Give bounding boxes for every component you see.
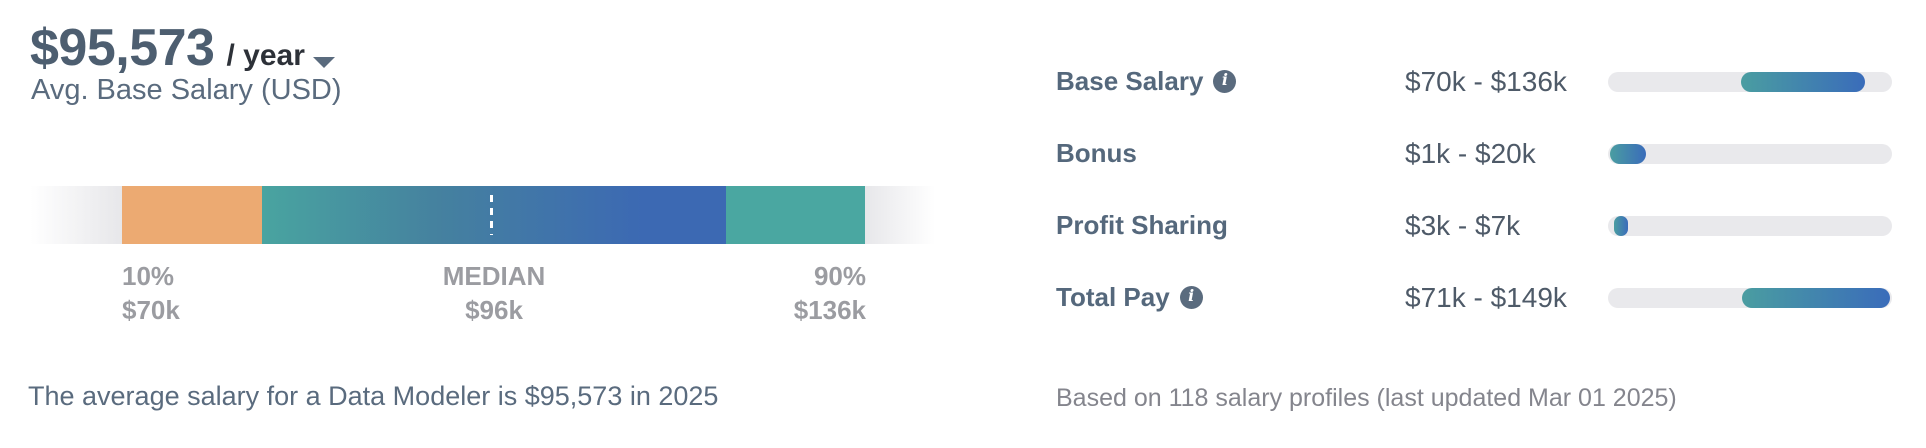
comp-label: Profit Sharing <box>1056 210 1228 240</box>
comp-range-track <box>1608 72 1892 92</box>
comp-range: $71k - $149k <box>1405 282 1567 313</box>
info-icon[interactable]: i <box>1213 69 1237 93</box>
distribution-10th-percentile-segment <box>122 186 262 244</box>
comp-row-bonus: Bonus $1k - $20k <box>1056 134 1896 174</box>
median-percent-label: MEDIAN <box>442 261 546 291</box>
comp-label-text: Base Salary <box>1056 66 1204 96</box>
chevron-down-icon[interactable] <box>313 57 335 68</box>
comp-row-total-pay: Total Pay i $71k - $149k <box>1056 278 1896 318</box>
p10-percent-label: 10% <box>122 261 175 291</box>
average-salary-summary: The average salary for a Data Modeler is… <box>28 381 719 411</box>
comp-row-base-salary: Base Salary i $70k - $136k <box>1056 62 1896 102</box>
distribution-interquartile-segment <box>262 186 726 244</box>
distribution-90th-percentile-segment <box>726 186 865 244</box>
median-marker-line <box>490 195 493 235</box>
salary-distribution-bar <box>30 186 935 244</box>
p90-percent-label: 90% <box>813 261 866 291</box>
p10-value-label: $70k <box>122 295 180 325</box>
average-salary-subtitle: Avg. Base Salary (USD) <box>31 74 342 106</box>
comp-label: Total Pay i <box>1056 282 1203 312</box>
comp-label-text: Bonus <box>1056 138 1137 168</box>
comp-range-fill <box>1740 72 1866 92</box>
comp-range-fill <box>1613 216 1628 236</box>
distribution-fade-in-segment <box>30 186 122 244</box>
comp-label-text: Profit Sharing <box>1056 210 1228 240</box>
comp-range-fill <box>1742 288 1891 308</box>
comp-range: $1k - $20k <box>1405 138 1536 169</box>
median-value-label: $96k <box>465 295 523 325</box>
comp-label: Base Salary i <box>1056 66 1237 96</box>
comp-range: $70k - $136k <box>1405 66 1567 97</box>
comp-range-fill <box>1609 144 1646 164</box>
profiles-footnote: Based on 118 salary profiles (last updat… <box>1056 384 1677 412</box>
comp-label-text: Total Pay <box>1056 282 1170 312</box>
comp-range-track <box>1608 288 1892 308</box>
comp-range: $3k - $7k <box>1405 210 1521 241</box>
salary-headline: $95,573 / year <box>30 19 305 77</box>
info-icon[interactable]: i <box>1179 285 1203 309</box>
comp-row-profit-sharing: Profit Sharing $3k - $7k <box>1056 206 1896 246</box>
comp-range-track <box>1608 144 1892 164</box>
comp-label: Bonus <box>1056 138 1137 168</box>
p90-value-label: $136k <box>793 295 866 325</box>
pay-period-label: / year <box>226 39 305 72</box>
comp-range-track <box>1608 216 1892 236</box>
distribution-fade-out-segment <box>865 186 935 244</box>
average-salary-amount: $95,573 <box>30 19 215 77</box>
